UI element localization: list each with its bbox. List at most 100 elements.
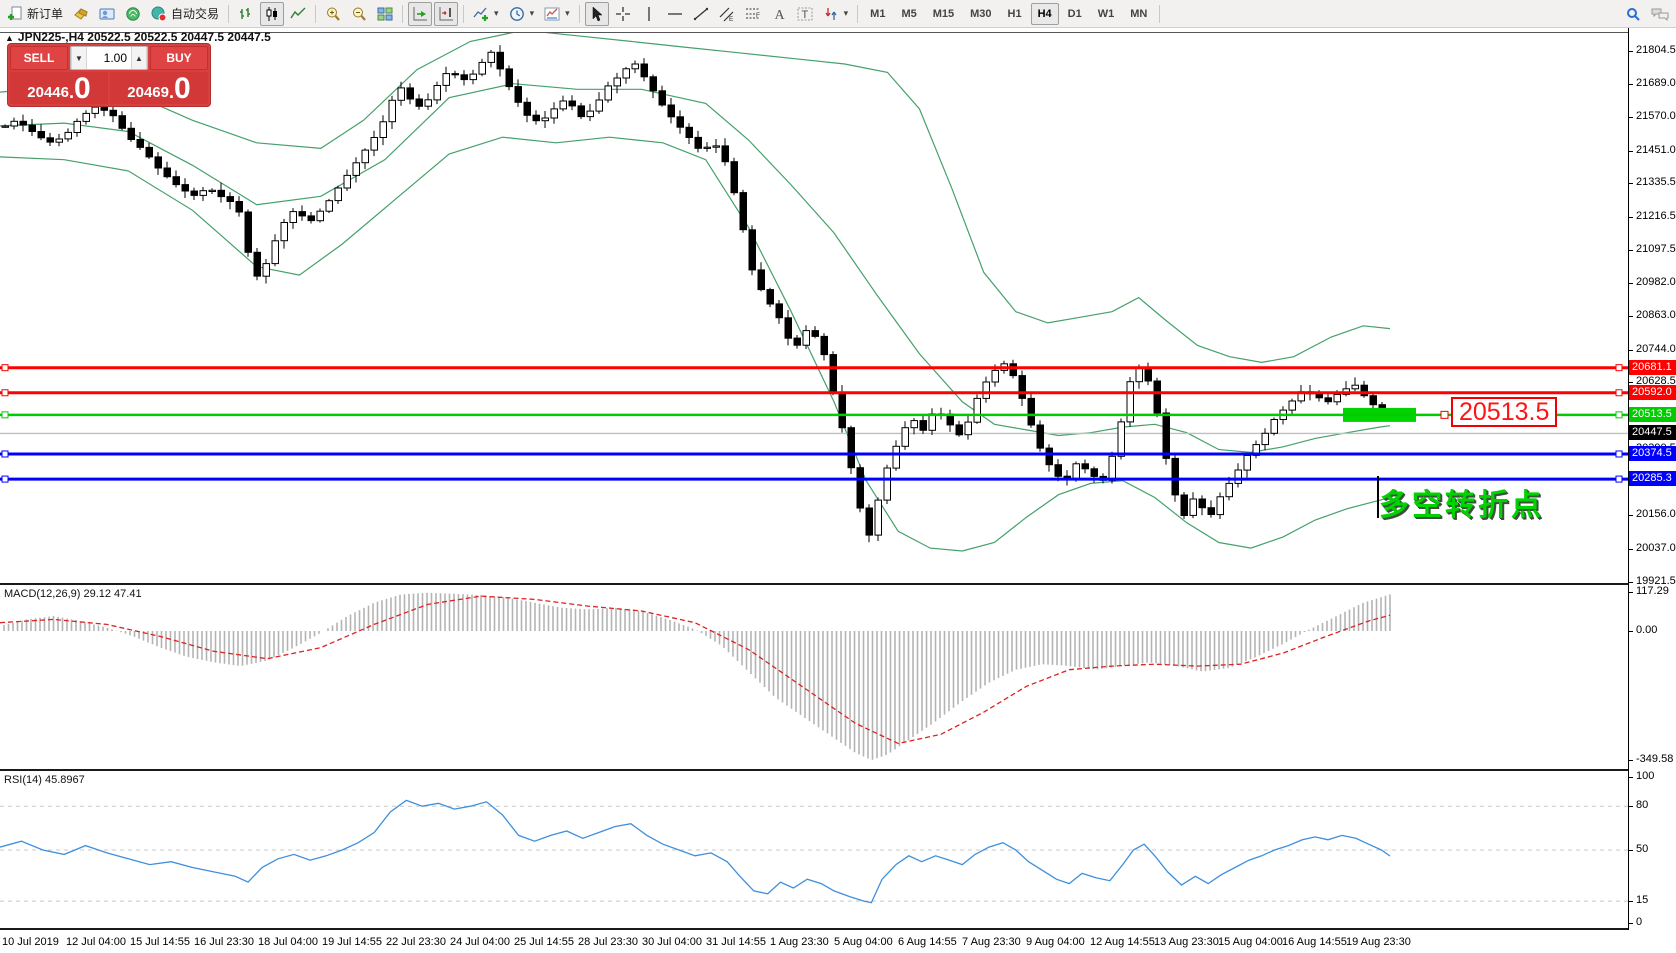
time-label: 24 Jul 04:00	[450, 936, 510, 948]
tile-windows-button[interactable]	[373, 2, 397, 26]
bar-chart-icon	[240, 7, 251, 19]
timeframe-d1[interactable]: D1	[1061, 3, 1089, 25]
candlestick-chart-button[interactable]	[260, 1, 285, 26]
timeframe-m30[interactable]: M30	[963, 3, 998, 25]
price-line-label: 20513.5	[1629, 406, 1676, 422]
zoom-out-button[interactable]	[347, 2, 371, 26]
line-chart-button[interactable]	[286, 2, 310, 26]
buy-price[interactable]: 20469. 0	[110, 72, 208, 104]
vertical-line-tool-button[interactable]	[637, 2, 661, 26]
terminal-button[interactable]	[95, 2, 119, 26]
hline-handle[interactable]	[1615, 364, 1623, 372]
cursor-icon	[592, 5, 603, 21]
hline-handle[interactable]	[1615, 475, 1623, 483]
hline-handle[interactable]	[1615, 450, 1623, 458]
hline-handle[interactable]	[1, 475, 9, 483]
timeframe-w1[interactable]: W1	[1091, 3, 1122, 25]
rsi-pane[interactable]	[0, 771, 1628, 930]
price-annotation-label[interactable]: 20513.5	[1451, 397, 1558, 427]
pane-separator[interactable]	[0, 769, 1676, 771]
price-tick-mark	[1629, 349, 1633, 351]
chat-button[interactable]	[1647, 2, 1673, 26]
macd-signal-line	[0, 595, 1391, 745]
buy-button[interactable]: BUY	[150, 46, 208, 70]
periods-button[interactable]: ▾	[505, 2, 539, 26]
price-chart-pane[interactable]	[0, 33, 1628, 583]
text-icon: A	[774, 8, 785, 22]
pane-separator	[0, 928, 1676, 930]
one-click-trading-panel: SELL ▼ ▲ BUY 20446.0 20469.0	[8, 44, 210, 106]
price-tick-mark	[1629, 183, 1633, 185]
volume-increase-button[interactable]: ▲	[131, 47, 147, 69]
arrows-tool-button[interactable]: ▾	[819, 2, 853, 26]
time-label: 31 Jul 14:55	[706, 936, 766, 948]
toolbar-separator	[857, 4, 859, 23]
price-tick-label: 21570.0	[1636, 110, 1676, 123]
time-axis[interactable]: 10 Jul 2019 12 Jul 04:00 15 Jul 14:55 16 Ju…	[0, 930, 1676, 953]
auto-scroll-button[interactable]	[408, 1, 433, 26]
new-order-button[interactable]: 新订单	[3, 2, 67, 26]
search-button[interactable]	[1621, 2, 1645, 26]
zoom-in-button[interactable]	[321, 2, 345, 26]
timeframe-h4[interactable]: H4	[1030, 2, 1059, 25]
price-axis[interactable]: 21804.5 21689.0 21570.0 21451.0 21335.5 21216…	[1628, 28, 1676, 930]
hline-handle[interactable]	[1, 389, 9, 397]
label-anchor-handle[interactable]	[1440, 410, 1449, 419]
strategy-tester-button[interactable]	[121, 2, 145, 26]
hline-handle[interactable]	[1615, 411, 1623, 419]
sell-button[interactable]: SELL	[10, 46, 68, 70]
templates-button[interactable]: ▾	[540, 2, 574, 26]
timeframe-h1[interactable]: H1	[1001, 3, 1029, 25]
price-tick-mark	[1629, 850, 1633, 851]
time-label: 30 Jul 04:00	[642, 936, 702, 948]
price-tick-mark	[1629, 631, 1633, 632]
bar-chart-button[interactable]	[234, 2, 258, 26]
chart-shift-button[interactable]	[434, 1, 459, 26]
text-label-tool-button[interactable]: T	[793, 2, 817, 26]
trade-panel-collapse-arrow[interactable]: ▲	[5, 33, 14, 43]
time-label: 16 Aug 14:55	[1282, 936, 1347, 948]
price-tick-mark	[1629, 316, 1633, 318]
pane-separator[interactable]	[0, 583, 1676, 585]
search-icon	[1627, 7, 1640, 21]
metaeditor-button[interactable]	[69, 2, 93, 26]
time-label: 16 Jul 23:30	[194, 936, 254, 948]
macd-pane[interactable]	[0, 585, 1628, 769]
indicators-button[interactable]: ▾	[469, 2, 503, 26]
price-tick-label: 0.00	[1636, 624, 1658, 636]
sell-price[interactable]: 20446. 0	[10, 72, 108, 104]
text-tool-button[interactable]: A	[767, 2, 791, 26]
time-label: 19 Jul 14:55	[322, 936, 382, 948]
toolbar-separator	[1159, 4, 1161, 23]
candlestick-series	[1, 45, 1386, 543]
crosshair-tool-button[interactable]	[611, 2, 635, 26]
timeframe-m5[interactable]: M5	[894, 3, 923, 25]
volume-decrease-button[interactable]: ▼	[71, 47, 87, 69]
hline-handle[interactable]	[1, 364, 9, 372]
hline-handle[interactable]	[1, 411, 9, 419]
hline-handle[interactable]	[1615, 389, 1623, 397]
timeframe-group: M1 M5 M15 M30 H1 H4 D1 W1 MN	[862, 2, 1155, 25]
price-tick-mark	[1629, 548, 1633, 550]
sell-price-int: 20446	[27, 84, 69, 101]
toolbar-separator	[228, 4, 230, 23]
svg-text:F: F	[756, 12, 760, 19]
trendline-tool-button[interactable]	[689, 2, 713, 26]
turning-point-annotation[interactable]: 多空转折点	[1379, 489, 1544, 522]
crosshair-icon	[615, 6, 630, 21]
equidistant-channel-tool-button[interactable]: E	[715, 2, 739, 26]
price-line-label: 20374.5	[1629, 445, 1676, 461]
timeframe-mn[interactable]: MN	[1123, 3, 1154, 25]
volume-input[interactable]	[87, 47, 131, 69]
price-line-label: 20447.5	[1629, 425, 1676, 441]
cursor-tool-button[interactable]	[584, 1, 609, 26]
price-tick-mark	[1629, 901, 1633, 903]
autotrading-icon	[151, 6, 167, 21]
autotrading-button[interactable]: 自动交易	[147, 2, 223, 26]
hline-handle[interactable]	[1, 450, 9, 458]
svg-text:T: T	[801, 9, 808, 21]
fibonacci-tool-button[interactable]: F	[741, 2, 765, 26]
timeframe-m15[interactable]: M15	[926, 3, 961, 25]
timeframe-m1[interactable]: M1	[863, 3, 892, 25]
horizontal-line-tool-button[interactable]	[663, 2, 687, 26]
